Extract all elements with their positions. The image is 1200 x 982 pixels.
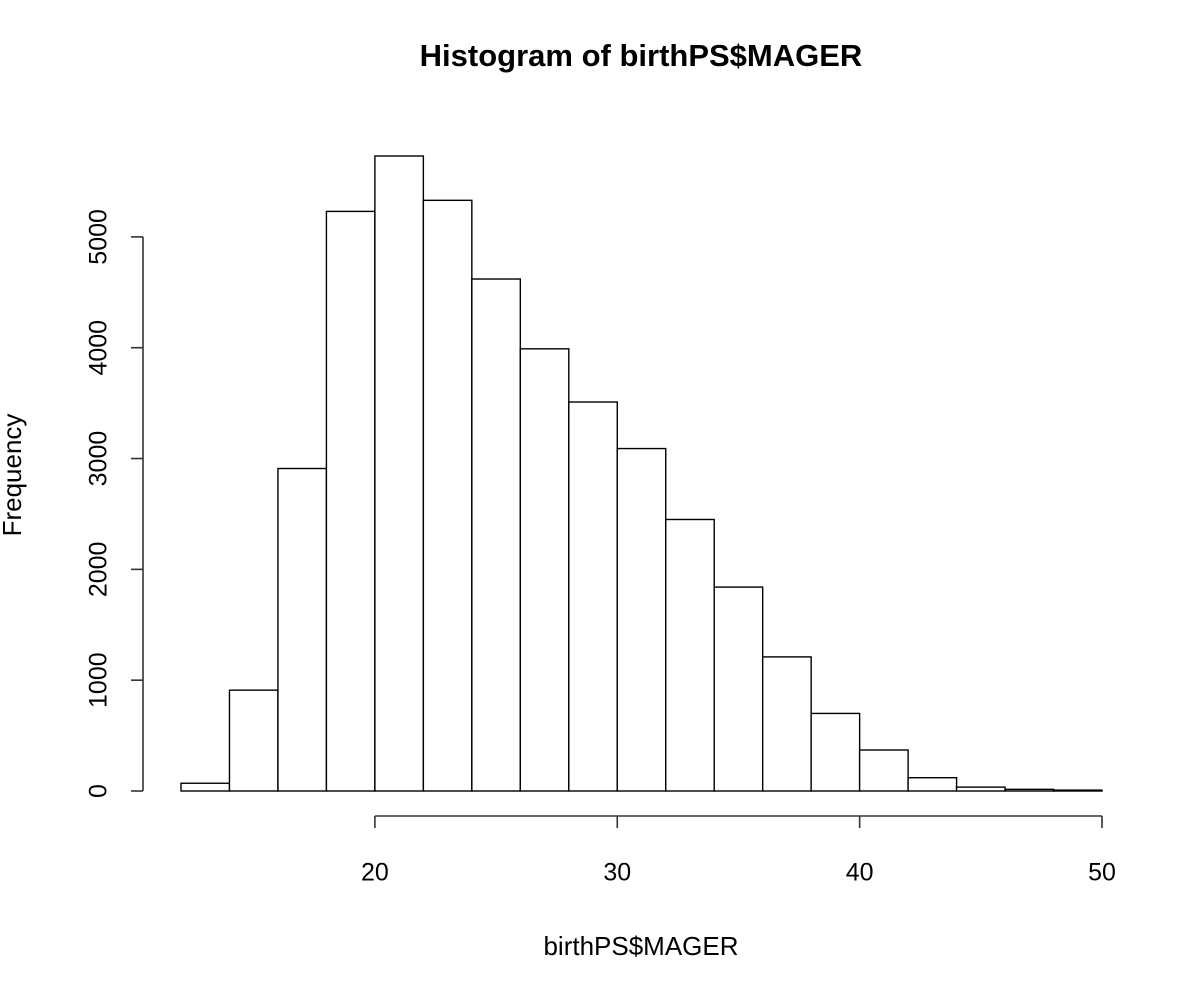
x-tick-label: 50 bbox=[1088, 859, 1116, 887]
bar bbox=[665, 518, 715, 792]
bar bbox=[616, 447, 667, 792]
x-axis-label: birthPS$MAGER bbox=[543, 931, 738, 961]
bar bbox=[713, 586, 764, 792]
bar bbox=[1052, 789, 1103, 792]
x-tick-label: 40 bbox=[846, 859, 874, 887]
y-tick-label: 0 bbox=[85, 784, 113, 798]
bar bbox=[422, 199, 473, 792]
bar bbox=[471, 278, 522, 792]
bar bbox=[907, 777, 958, 792]
bar bbox=[228, 689, 279, 792]
y-tick-label: 2000 bbox=[85, 542, 113, 598]
bar bbox=[325, 210, 376, 792]
bar bbox=[810, 712, 861, 792]
bar bbox=[858, 749, 909, 792]
bar bbox=[1004, 788, 1055, 792]
bar bbox=[277, 467, 328, 792]
bar bbox=[374, 155, 425, 792]
x-tick-label: 30 bbox=[603, 859, 631, 887]
bar bbox=[761, 656, 812, 792]
bar bbox=[568, 401, 618, 792]
chart-title: Histogram of birthPS$MAGER bbox=[420, 38, 863, 73]
x-tick-label: 20 bbox=[361, 859, 389, 887]
y-tick-label: 3000 bbox=[85, 431, 113, 487]
y-tick-label: 4000 bbox=[85, 320, 113, 376]
y-tick-label: 5000 bbox=[85, 209, 113, 265]
bar bbox=[955, 786, 1006, 792]
bar bbox=[519, 348, 570, 792]
y-tick-label: 1000 bbox=[85, 652, 113, 708]
bar bbox=[180, 782, 231, 792]
y-axis-label: Frequency bbox=[0, 414, 27, 537]
